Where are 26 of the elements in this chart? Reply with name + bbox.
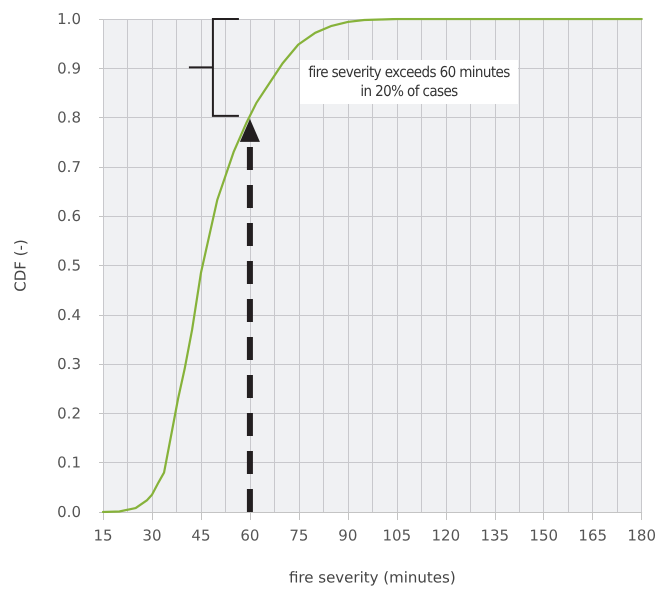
x-tick-label: 180 [627, 526, 656, 544]
x-tick-label: 150 [529, 526, 558, 544]
y-tick-label: 0.7 [57, 158, 81, 176]
y-tick-label: 0.3 [57, 355, 81, 374]
y-tick-label: 0.2 [57, 404, 81, 422]
x-tick-label: 120 [431, 526, 460, 544]
x-tick-label: 90 [338, 526, 358, 544]
annotation: fire severity exceeds 60 minutes in 20% of cases [300, 60, 518, 104]
y-axis-title: CDF (-) [12, 239, 30, 292]
x-tick-label: 15 [93, 526, 113, 544]
x-tick-label: 45 [191, 526, 210, 544]
y-tick-label: 0.0 [57, 503, 81, 521]
x-tick-label: 135 [480, 526, 510, 544]
y-tick-label: 0.9 [57, 59, 81, 78]
y-tick-label: 0.6 [57, 207, 81, 226]
x-axis-title: fire severity (minutes) [288, 568, 456, 586]
y-tick-label: 0.4 [57, 306, 81, 324]
x-tick-label: 30 [142, 526, 162, 544]
y-tick-label: 0.1 [57, 454, 81, 472]
y-tick-label: 1.0 [57, 10, 81, 28]
x-tick-label: 165 [578, 526, 608, 544]
y-tick-label: 0.8 [57, 108, 81, 127]
x-tick-label: 75 [289, 526, 308, 544]
y-tick-label: 0.5 [57, 256, 81, 274]
x-tick-label: 105 [382, 526, 412, 544]
x-tick-label: 60 [240, 526, 260, 544]
